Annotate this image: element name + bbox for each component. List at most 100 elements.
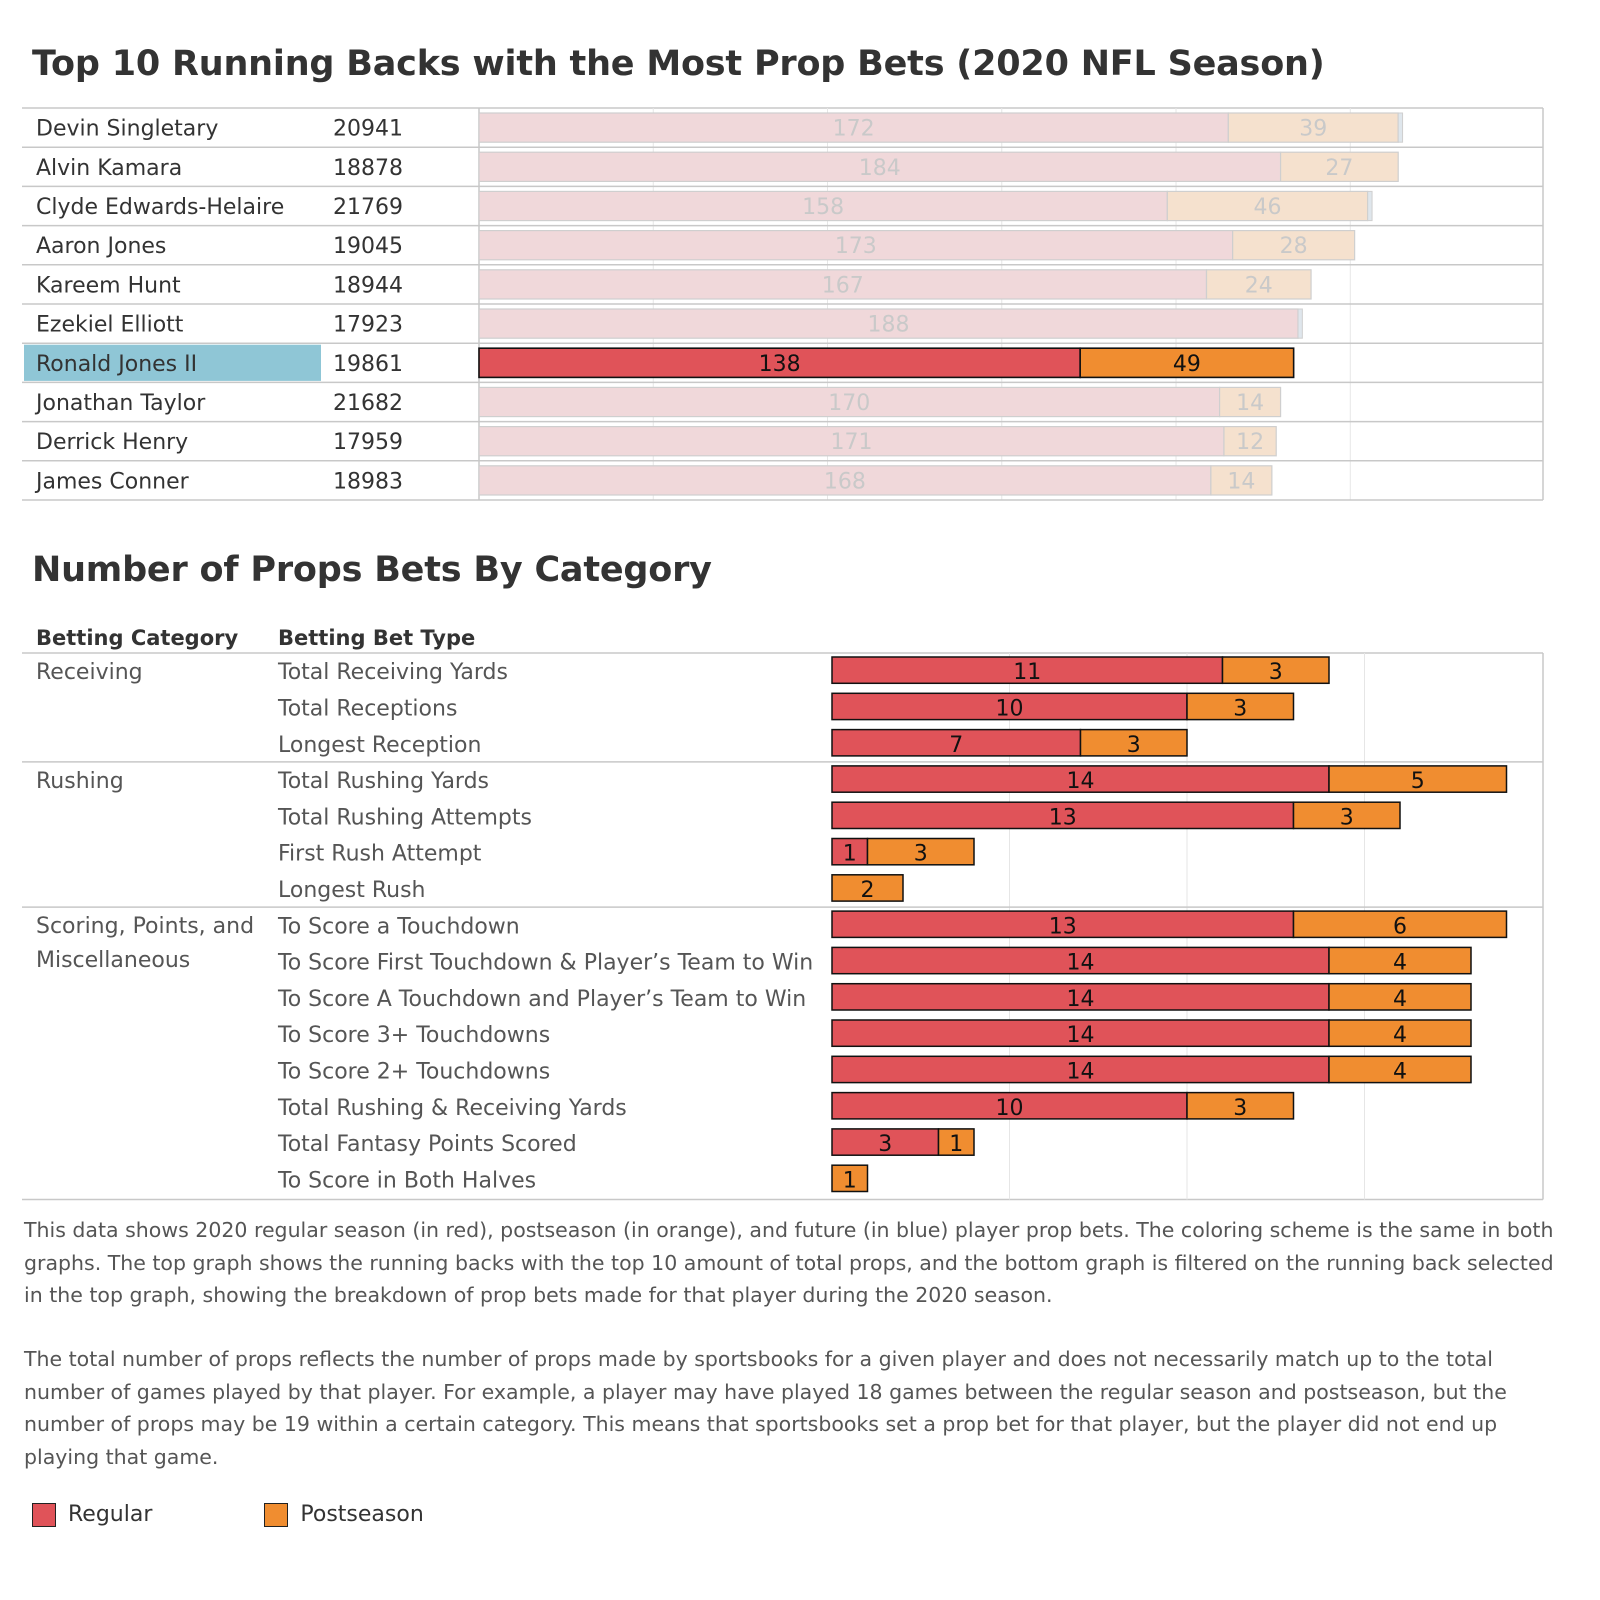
bar-postseason[interactable] bbox=[831, 874, 904, 902]
bar-regular[interactable] bbox=[478, 465, 1212, 496]
legend-item-regular[interactable]: Regular bbox=[32, 1502, 152, 1527]
bar-regular[interactable] bbox=[831, 801, 1295, 830]
bar-regular[interactable] bbox=[831, 837, 869, 866]
bar-postseason[interactable] bbox=[1328, 946, 1472, 975]
player-name[interactable]: Ezekiel Elliott bbox=[36, 313, 184, 338]
bar-postseason[interactable] bbox=[1079, 347, 1295, 379]
category-label: Miscellaneous bbox=[36, 948, 190, 973]
bar-postseason[interactable] bbox=[1223, 426, 1277, 457]
bar-regular[interactable] bbox=[478, 308, 1299, 339]
player-name[interactable]: Jonathan Taylor bbox=[34, 391, 206, 416]
bar-regular[interactable] bbox=[831, 692, 1188, 721]
player-id: 19045 bbox=[333, 234, 403, 259]
bar-postseason[interactable] bbox=[1210, 465, 1273, 496]
legend-item-postseason[interactable]: Postseason bbox=[264, 1502, 424, 1527]
bar-label-regular: 167 bbox=[822, 273, 864, 298]
header-betting-bet-type: Betting Bet Type bbox=[278, 626, 475, 650]
bar-regular[interactable] bbox=[831, 910, 1295, 939]
player-name[interactable]: Clyde Edwards-Helaire bbox=[36, 195, 284, 220]
category-label: Rushing bbox=[36, 769, 124, 794]
bar-postseason[interactable] bbox=[1186, 692, 1295, 721]
player-id: 18878 bbox=[333, 156, 403, 181]
bar-regular[interactable] bbox=[478, 347, 1081, 379]
bar-label-postseason: 49 bbox=[1173, 352, 1201, 377]
bar-future[interactable] bbox=[1367, 190, 1373, 222]
bar-label-postseason: 28 bbox=[1280, 234, 1308, 259]
player-name[interactable]: Derrick Henry bbox=[36, 430, 188, 455]
bar-postseason[interactable] bbox=[1328, 982, 1472, 1011]
bet-type-label: To Score in Both Halves bbox=[277, 1168, 536, 1193]
bar-postseason[interactable] bbox=[1232, 230, 1356, 261]
bottom-chart-title: Number of Props Bets By Category bbox=[32, 550, 712, 590]
bar-postseason[interactable] bbox=[1186, 1091, 1295, 1120]
bar-label-postseason: 4 bbox=[1393, 951, 1407, 976]
bar-postseason[interactable] bbox=[866, 837, 975, 866]
bar-regular[interactable] bbox=[831, 982, 1330, 1011]
bar-future[interactable] bbox=[1397, 112, 1404, 143]
bar-label-postseason: 3 bbox=[1127, 733, 1141, 758]
bar-postseason[interactable] bbox=[1328, 765, 1508, 793]
bar-label-postseason: 24 bbox=[1245, 273, 1273, 298]
player-name[interactable]: Devin Singletary bbox=[36, 117, 218, 142]
bar-postseason[interactable] bbox=[1292, 910, 1508, 939]
bar-regular[interactable] bbox=[831, 728, 1082, 757]
bar-postseason[interactable] bbox=[937, 1128, 975, 1156]
bet-type-label: Longest Reception bbox=[278, 733, 481, 758]
bet-type-label: Total Fantasy Points Scored bbox=[277, 1132, 577, 1157]
bar-regular[interactable] bbox=[831, 946, 1330, 975]
bar-postseason[interactable] bbox=[831, 1164, 869, 1193]
bar-label-postseason: 4 bbox=[1393, 987, 1407, 1012]
bar-label-regular: 13 bbox=[1049, 805, 1077, 830]
bar-postseason[interactable] bbox=[1079, 728, 1188, 757]
bar-label-regular: 14 bbox=[1067, 987, 1095, 1012]
bar-label-regular: 171 bbox=[830, 430, 872, 455]
bar-postseason[interactable] bbox=[1166, 190, 1369, 222]
bar-postseason[interactable] bbox=[1205, 269, 1312, 300]
player-id: 20941 bbox=[333, 117, 403, 142]
bet-type-label: Total Rushing & Receiving Yards bbox=[277, 1096, 627, 1121]
bar-regular[interactable] bbox=[831, 1055, 1330, 1084]
player-id: 17959 bbox=[333, 430, 403, 455]
description-paragraph-1: This data shows 2020 regular season (in … bbox=[24, 1218, 1554, 1307]
player-name[interactable]: James Conner bbox=[34, 469, 190, 494]
player-name[interactable]: Ronald Jones II bbox=[36, 352, 197, 377]
bar-regular[interactable] bbox=[478, 190, 1168, 222]
bar-label-postseason: 12 bbox=[1236, 430, 1264, 455]
bar-label-postseason: 3 bbox=[1269, 660, 1283, 685]
bar-postseason[interactable] bbox=[1218, 386, 1282, 418]
bet-type-label: To Score A Touchdown and Player’s Team t… bbox=[277, 987, 806, 1012]
bet-type-label: To Score 2+ Touchdowns bbox=[277, 1059, 550, 1084]
legend: Regular Postseason bbox=[32, 1502, 536, 1527]
bet-type-label: To Score 3+ Touchdowns bbox=[277, 1023, 550, 1048]
bar-regular[interactable] bbox=[478, 230, 1234, 261]
player-name[interactable]: Aaron Jones bbox=[36, 234, 166, 259]
bar-regular[interactable] bbox=[831, 1019, 1330, 1048]
bar-label-postseason: 27 bbox=[1325, 156, 1353, 181]
bar-regular[interactable] bbox=[478, 269, 1208, 300]
bar-postseason[interactable] bbox=[1292, 801, 1401, 830]
player-id: 21682 bbox=[333, 391, 403, 416]
bar-label-postseason: 1 bbox=[843, 1168, 857, 1193]
bar-label-postseason: 4 bbox=[1393, 1023, 1407, 1048]
bar-label-postseason: 4 bbox=[1393, 1059, 1407, 1084]
bar-label-regular: 173 bbox=[835, 234, 877, 259]
player-name[interactable]: Kareem Hunt bbox=[36, 273, 181, 298]
bar-label-postseason: 46 bbox=[1254, 195, 1282, 220]
player-id: 18944 bbox=[333, 273, 403, 298]
bar-postseason[interactable] bbox=[1328, 1019, 1472, 1048]
bet-type-label: To Score First Touchdown & Player’s Team… bbox=[277, 951, 813, 976]
bar-postseason[interactable] bbox=[1328, 1055, 1472, 1084]
bar-postseason[interactable] bbox=[1279, 151, 1399, 182]
bar-postseason[interactable] bbox=[1221, 656, 1330, 685]
bar-label-postseason: 5 bbox=[1411, 769, 1425, 794]
bar-label-regular: 138 bbox=[759, 352, 801, 377]
selected-row-highlight[interactable] bbox=[24, 344, 321, 381]
legend-label-regular: Regular bbox=[68, 1502, 153, 1527]
bar-label-postseason: 3 bbox=[914, 842, 928, 867]
header-betting-category: Betting Category bbox=[36, 626, 238, 650]
bar-regular[interactable] bbox=[831, 765, 1330, 793]
player-name[interactable]: Alvin Kamara bbox=[36, 156, 182, 181]
bar-future[interactable] bbox=[1297, 308, 1303, 339]
player-id: 17923 bbox=[333, 313, 403, 338]
bar-regular[interactable] bbox=[478, 386, 1221, 418]
